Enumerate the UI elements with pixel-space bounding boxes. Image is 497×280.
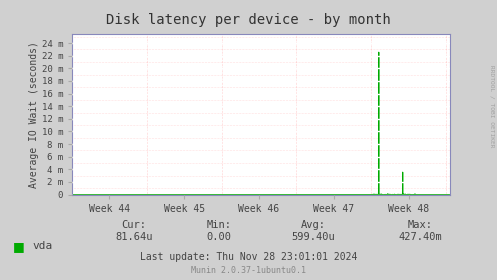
Text: Munin 2.0.37-1ubuntu0.1: Munin 2.0.37-1ubuntu0.1 (191, 266, 306, 275)
Text: Max:: Max: (408, 220, 432, 230)
Text: ■: ■ (12, 240, 24, 253)
Text: Min:: Min: (206, 220, 231, 230)
Y-axis label: Average IO Wait (seconds): Average IO Wait (seconds) (29, 41, 39, 188)
Text: 81.64u: 81.64u (115, 232, 153, 242)
Text: Last update: Thu Nov 28 23:01:01 2024: Last update: Thu Nov 28 23:01:01 2024 (140, 252, 357, 262)
Text: RRDTOOL / TOBI OETIKER: RRDTOOL / TOBI OETIKER (490, 65, 495, 148)
Text: 599.40u: 599.40u (291, 232, 335, 242)
Text: 0.00: 0.00 (206, 232, 231, 242)
Text: Avg:: Avg: (301, 220, 326, 230)
Text: vda: vda (32, 241, 53, 251)
Text: Cur:: Cur: (122, 220, 147, 230)
Text: 427.40m: 427.40m (398, 232, 442, 242)
Text: Disk latency per device - by month: Disk latency per device - by month (106, 13, 391, 27)
